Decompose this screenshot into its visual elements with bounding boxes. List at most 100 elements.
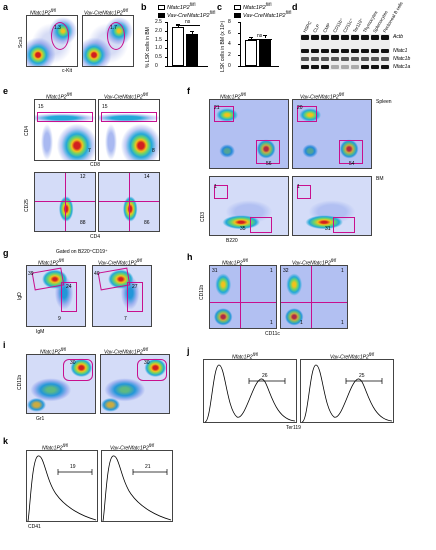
panel-f-val-b2b: 31: [325, 226, 331, 232]
panel-label-h: h: [187, 252, 193, 262]
panel-c-ns: ns: [257, 33, 263, 39]
bar-control: [245, 40, 257, 66]
panel-g-gate-igd-1: [31, 267, 65, 291]
error-bar: [265, 34, 266, 39]
gel-band: [361, 65, 369, 69]
panel-f-val-s1b: 56: [266, 161, 272, 167]
panel-g-gate-igm-1: [61, 282, 77, 312]
gel-band: [301, 57, 309, 61]
gel-band: [381, 65, 389, 69]
panel-k-val-1: 19: [70, 464, 76, 470]
panel-i-val-2: 30: [144, 360, 150, 366]
panel-h-val-2-lr: 1: [341, 320, 344, 326]
error-bar: [251, 36, 252, 41]
panel-k-val-2: 21: [145, 464, 151, 470]
panel-f-val-b1b: 35: [240, 226, 246, 232]
panel-j-val-1: 26: [262, 373, 268, 379]
gel-band: [331, 65, 339, 69]
gene-label: Actb: [393, 34, 404, 40]
gel-band: [371, 35, 379, 40]
tick-mark: [238, 44, 240, 45]
tick-label: 1.0: [155, 45, 162, 52]
panel-e-val-top-2b: 8: [152, 148, 155, 154]
panel-h-val-1-ur: 1: [270, 268, 273, 274]
panel-i-title-1: Nfatc1P2fl/fl: [40, 347, 66, 356]
panel-e-val-bot-2b: 86: [144, 220, 150, 226]
panel-g-gating: Gated on B220⁺CD19⁺: [56, 249, 108, 255]
panel-e-gate-cd4: [37, 112, 93, 122]
panel-i-gate-1: [63, 359, 93, 381]
panel-e-gate-cd4-2: [101, 112, 157, 122]
panel-f-title-1: Nfatc1P2fl/fl: [220, 92, 246, 101]
panel-f-val-b1a: 1: [214, 184, 217, 190]
panel-f-val-b2a: 1: [297, 184, 300, 190]
panel-e-val-top-2a: 15: [102, 104, 108, 110]
panel-f-y-axis: CD3: [200, 211, 206, 222]
panel-j-x-axis: Ter119: [286, 425, 301, 431]
gel-band: [371, 57, 379, 61]
panel-a-plot-2: [82, 15, 134, 67]
panel-g-x-axis: IgM: [36, 329, 45, 335]
tick-mark: [165, 48, 167, 50]
gel-band: [351, 57, 359, 61]
panel-e-y-axis-bot: CD25: [24, 199, 30, 212]
panel-c-axis: [240, 22, 279, 67]
gel-band: [341, 35, 349, 40]
tick-label: 4: [228, 41, 231, 47]
panel-e-val-top-1b: 7: [88, 148, 91, 154]
tick-label: 8: [228, 19, 231, 25]
gel-band: [321, 35, 329, 40]
panel-f-spleen-label: Spleen: [376, 99, 392, 105]
panel-a-gate-2: [107, 22, 125, 50]
panel-b-axis: [167, 22, 208, 67]
gel-band: [351, 65, 359, 69]
panel-c-ns-line: [248, 39, 272, 40]
panel-b-ns-line: [176, 25, 200, 26]
panel-b-ns: ns: [185, 19, 191, 25]
gel-band: [311, 57, 319, 61]
panel-label-j: j: [187, 346, 190, 356]
bar-control: [172, 27, 184, 66]
gel-band: [341, 57, 349, 61]
panel-h-x-axis: CD11c: [265, 331, 280, 337]
panel-a-title-1: Nfatc1P2fl/fl: [30, 8, 56, 17]
panel-a-gate-1: [51, 22, 69, 50]
panel-label-g: g: [3, 248, 9, 258]
panel-label-c: c: [217, 2, 223, 12]
panel-label-b: b: [141, 2, 147, 12]
panel-f-plot-bm-2: [292, 176, 372, 236]
panel-c-legend-2: Vav-CreNfatc1P2fl/fl: [234, 10, 291, 19]
tick-mark: [165, 57, 167, 59]
tick-label: 0: [155, 63, 158, 69]
panel-e-y-axis-top: CD4: [24, 125, 30, 136]
panel-f-val-s1a: 21: [214, 105, 220, 111]
panel-i-y-axis: CD11b: [17, 374, 23, 390]
panel-h-title-1: Nfatc1P2fl/fl: [222, 258, 248, 267]
panel-g-val-1b: 24: [66, 284, 72, 290]
panel-e-plot-bot-1: [34, 172, 96, 232]
panel-label-e: e: [3, 86, 9, 96]
gene-label: Nfatc1a: [393, 64, 411, 70]
panel-h-plot-2: [280, 265, 348, 329]
panel-a-title-2: Vav-CreNfatc1P2fl/fl: [84, 8, 129, 17]
panel-f-bm-label: BM: [376, 176, 384, 182]
gel-band: [321, 49, 329, 53]
panel-label-d: d: [292, 2, 298, 12]
panel-g-plot-1: [26, 265, 86, 327]
gene-label: Nfatc1: [393, 48, 408, 54]
gel-band: [301, 65, 309, 69]
gel-band: [351, 49, 359, 53]
panel-h-val-1-lr: 1: [270, 320, 273, 326]
panel-e-val-bot-2a: 14: [144, 174, 150, 180]
gel-band: [331, 35, 339, 40]
panel-i-x-axis: Gr1: [36, 416, 45, 422]
gel-band: [301, 35, 309, 40]
tick-mark: [165, 39, 167, 41]
panel-f-val-s2a: 20: [297, 105, 303, 111]
panel-g-plot-2: [92, 265, 152, 327]
panel-a-value-1: 1.3: [54, 25, 61, 31]
panel-f-gate-cd3-bm-1: [214, 185, 228, 199]
tick-mark: [238, 55, 240, 56]
panel-g-title-1: Nfatc1P2fl/fl: [38, 258, 64, 267]
panel-e-x-axis-bot: CD4: [90, 234, 101, 240]
